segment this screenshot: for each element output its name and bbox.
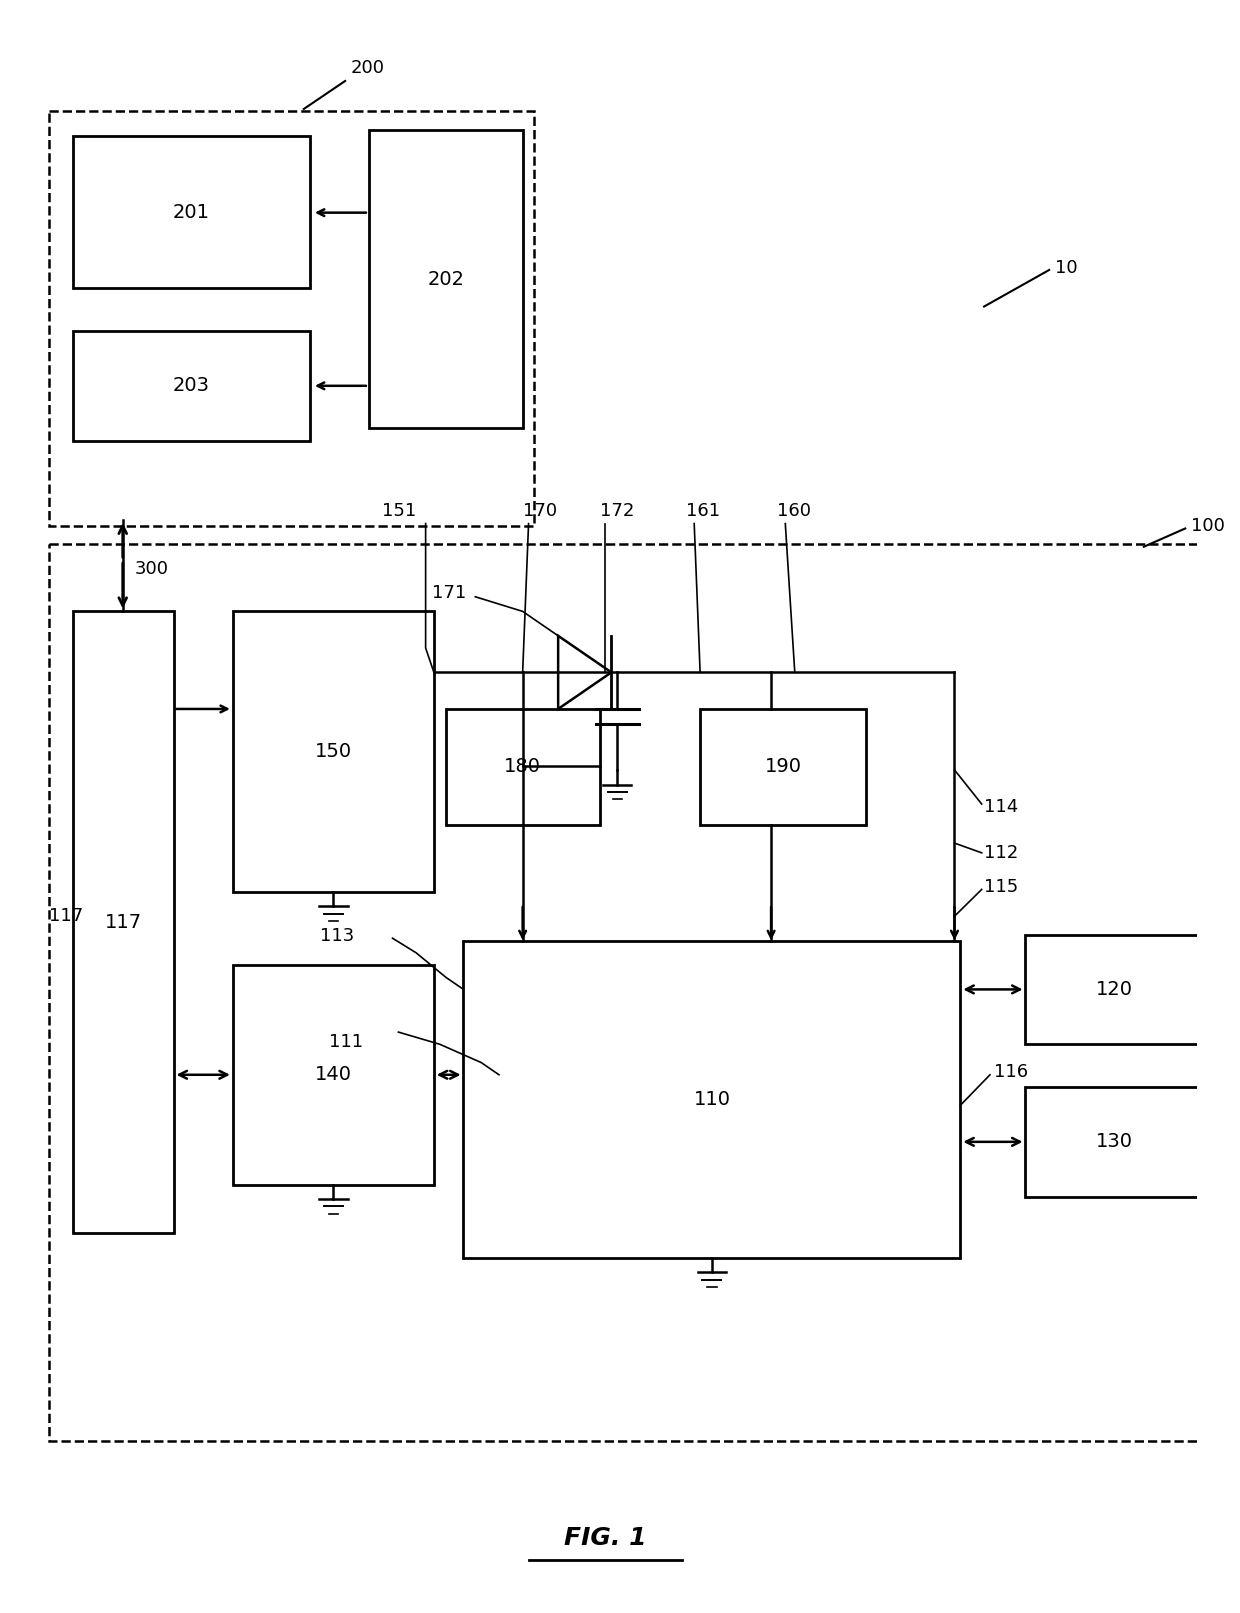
Text: 117: 117 [104,913,141,932]
Text: 170: 170 [522,502,557,519]
Bar [464,940,961,1258]
Text: 110: 110 [693,1090,730,1108]
Text: 171: 171 [432,584,466,602]
Bar [1025,1087,1203,1197]
Text: 161: 161 [686,502,720,519]
Text: 130: 130 [1096,1132,1132,1152]
Bar [73,135,310,289]
Bar [50,544,1220,1440]
Text: 172: 172 [600,502,634,519]
Text: 202: 202 [428,269,464,289]
Bar [701,710,866,824]
Text: 190: 190 [764,758,801,776]
Bar [445,710,600,824]
Text: 180: 180 [505,758,541,776]
Bar [233,611,434,892]
Text: 114: 114 [985,797,1018,816]
Text: 10: 10 [1055,258,1078,276]
Text: 200: 200 [351,60,386,77]
Text: 111: 111 [329,1032,363,1050]
Text: 300: 300 [135,560,169,577]
Bar [50,111,534,526]
Text: 117: 117 [50,907,83,926]
Text: 160: 160 [777,502,811,519]
Bar [1025,934,1203,1044]
Text: 140: 140 [315,1065,352,1084]
Bar [73,611,174,1234]
Bar [368,129,522,429]
Text: 112: 112 [985,844,1018,861]
Bar [73,331,310,440]
Text: 151: 151 [382,502,417,519]
Text: 201: 201 [172,203,210,221]
Bar [233,965,434,1184]
Text: 115: 115 [985,877,1018,895]
Text: 116: 116 [993,1063,1028,1081]
Text: 100: 100 [1192,518,1225,536]
Text: 150: 150 [315,742,352,761]
Text: 113: 113 [320,927,355,945]
Text: 203: 203 [172,376,210,395]
Text: FIG. 1: FIG. 1 [564,1526,647,1550]
Text: 120: 120 [1096,981,1132,998]
